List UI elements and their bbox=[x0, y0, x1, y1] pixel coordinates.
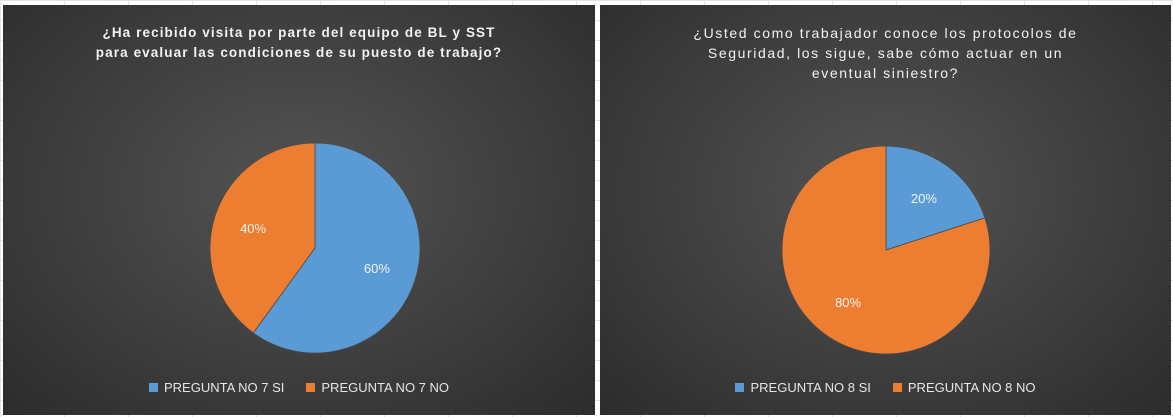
legend-label-no: PREGUNTA NO 7 NO bbox=[321, 380, 450, 395]
legend-swatch-no bbox=[306, 383, 316, 392]
data-label: 60% bbox=[364, 261, 390, 276]
slice-si[interactable] bbox=[252, 142, 421, 354]
legend: PREGUNTA NO 7 SI PREGUNTA NO 7 NO bbox=[3, 380, 595, 395]
data-label: 40% bbox=[240, 221, 266, 236]
legend-swatch-si bbox=[148, 383, 158, 392]
legend-item-si: PREGUNTA NO 8 SI bbox=[735, 380, 871, 395]
legend-item-no: PREGUNTA NO 8 NO bbox=[892, 380, 1036, 395]
legend-label-si: PREGUNTA NO 7 SI bbox=[163, 380, 285, 395]
legend-swatch-si bbox=[735, 383, 745, 392]
legend-label-no: PREGUNTA NO 8 NO bbox=[907, 380, 1036, 395]
legend-item-si: PREGUNTA NO 7 SI bbox=[148, 380, 285, 395]
legend-swatch-no bbox=[892, 383, 902, 392]
data-label: 80% bbox=[835, 295, 861, 310]
pie-chart: 20% 80% bbox=[781, 145, 991, 355]
chart-pregunta-8[interactable]: ¿Usted como trabajador conoce los protoc… bbox=[600, 5, 1171, 415]
slice-no[interactable] bbox=[209, 142, 316, 334]
chart-title: ¿Ha recibido visita por parte del equipo… bbox=[95, 25, 503, 60]
data-label: 20% bbox=[911, 191, 937, 206]
legend-item-no: PREGUNTA NO 7 NO bbox=[306, 380, 449, 395]
legend-label-si: PREGUNTA NO 8 SI bbox=[750, 380, 871, 395]
pie-chart: 60% 40% bbox=[209, 142, 421, 354]
slice-si[interactable] bbox=[885, 145, 986, 251]
slice-no[interactable] bbox=[781, 145, 991, 355]
chart-title: ¿Usted como trabajador conoce los protoc… bbox=[693, 25, 1078, 81]
legend: PREGUNTA NO 8 SI PREGUNTA NO 8 NO bbox=[600, 380, 1171, 395]
chart-pregunta-7[interactable]: ¿Ha recibido visita por parte del equipo… bbox=[3, 5, 595, 415]
